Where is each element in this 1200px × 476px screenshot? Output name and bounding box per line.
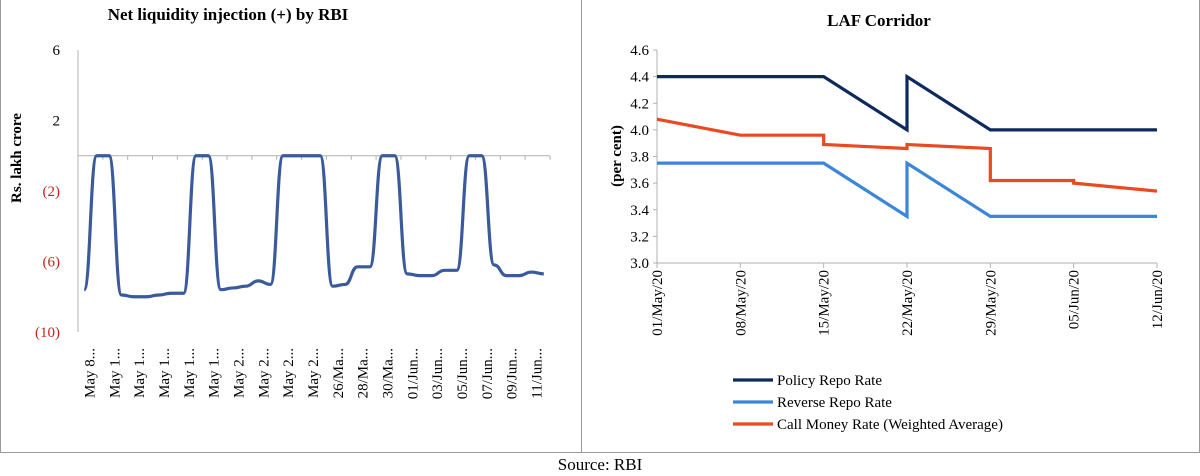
y-tick-label: 3.6 <box>630 176 649 192</box>
y-tick-label: 4.2 <box>630 96 649 112</box>
x-tick-label: May 1... <box>132 348 148 398</box>
policy-repo-line <box>657 73 1157 133</box>
liquidity-series-line <box>82 154 544 299</box>
y-tick-label: (6) <box>43 255 61 271</box>
y-axis-ticks: 6 2 (2) (6) (10) <box>35 43 61 341</box>
y-tick-label: 4.6 <box>630 43 649 59</box>
y-tick-label: 4.0 <box>630 123 649 139</box>
legend-policy-repo-label: Policy Repo Rate <box>777 373 882 389</box>
x-tick-label: May 2... <box>256 348 272 398</box>
y-tick-label: (2) <box>43 184 61 200</box>
x-tick-label: May 1... <box>207 348 223 398</box>
y-axis-ticks: 4.6 4.4 4.2 4.0 3.8 3.6 3.4 3.2 3.0 <box>630 43 649 272</box>
chart-title: Net liquidity injection (+) by RBI <box>108 5 349 24</box>
y-tick-label: 6 <box>53 43 61 59</box>
y-axis-title: (per cent) <box>609 125 625 187</box>
x-tick-label: May 2... <box>231 348 247 398</box>
y-tick-label: 3.8 <box>630 150 649 166</box>
series-group <box>656 73 1158 220</box>
x-tick-label: 26/Ma... <box>331 348 347 398</box>
y-tick-label: 3.0 <box>630 256 649 272</box>
x-tick-label: 28/Ma... <box>356 348 372 398</box>
axes <box>77 50 551 332</box>
x-tick-label: May 1... <box>107 348 123 398</box>
laf-corridor-chart: LAF Corridor (per cent) 4.6 4.4 4.2 4.0 3.8 3… <box>609 11 1166 433</box>
y-tick-label: 3.2 <box>630 229 649 245</box>
legend: Policy Repo Rate Reverse Repo Rate Call Mo… <box>733 373 1003 433</box>
x-tick-label: 12/Jun/20 <box>1150 270 1166 329</box>
x-tick-label: 03/Jun... <box>430 348 446 399</box>
axes <box>653 49 1158 268</box>
liquidity-chart: Net liquidity injection (+) by RBI Rs. l… <box>9 5 551 399</box>
y-tick-label: 4.4 <box>630 70 649 86</box>
x-tick-label: 29/May/20 <box>983 270 999 336</box>
y-tick-label: 3.4 <box>630 203 649 219</box>
x-tick-label: May 2... <box>281 348 297 398</box>
x-tick-label: 05/Jun/20 <box>1067 270 1083 329</box>
chart-title: LAF Corridor <box>827 11 931 30</box>
x-tick-label: 01/Jun... <box>405 348 421 399</box>
x-tick-label: 11/Jun... <box>530 348 546 399</box>
x-tick-label: 07/Jun... <box>480 348 496 399</box>
call-money-line <box>656 117 1158 193</box>
source-note: Source: RBI <box>0 452 1200 476</box>
x-tick-label: 09/Jun... <box>505 348 521 399</box>
legend-call-money-label: Call Money Rate (Weighted Average) <box>777 417 1003 433</box>
x-tick-label: 08/May/20 <box>733 270 749 336</box>
x-axis-ticks: May 8... May 1... May 1... May 1... May 1...… <box>82 348 545 399</box>
x-tick-label: May 8... <box>82 348 98 398</box>
x-tick-label: 30/Ma... <box>381 348 397 398</box>
y-tick-label: 2 <box>53 114 61 130</box>
x-tick-label: 15/May/20 <box>817 270 833 336</box>
reverse-repo-line <box>657 160 1157 220</box>
x-tick-label: 22/May/20 <box>900 270 916 336</box>
x-tick-label: May 2... <box>306 348 322 398</box>
x-tick-label: 01/May/20 <box>650 270 666 336</box>
series-group <box>82 154 544 299</box>
x-tick-label: May 1... <box>157 348 173 398</box>
x-tick-label: May 1... <box>182 348 198 398</box>
legend-reverse-repo-label: Reverse Repo Rate <box>777 395 892 411</box>
y-axis-title: Rs. lakh crore <box>9 113 25 203</box>
x-tick-label: 05/Jun... <box>455 348 471 399</box>
y-tick-label: (10) <box>35 325 60 341</box>
x-axis-ticks: 01/May/20 08/May/20 15/May/20 22/May/20 29/M… <box>650 270 1166 336</box>
